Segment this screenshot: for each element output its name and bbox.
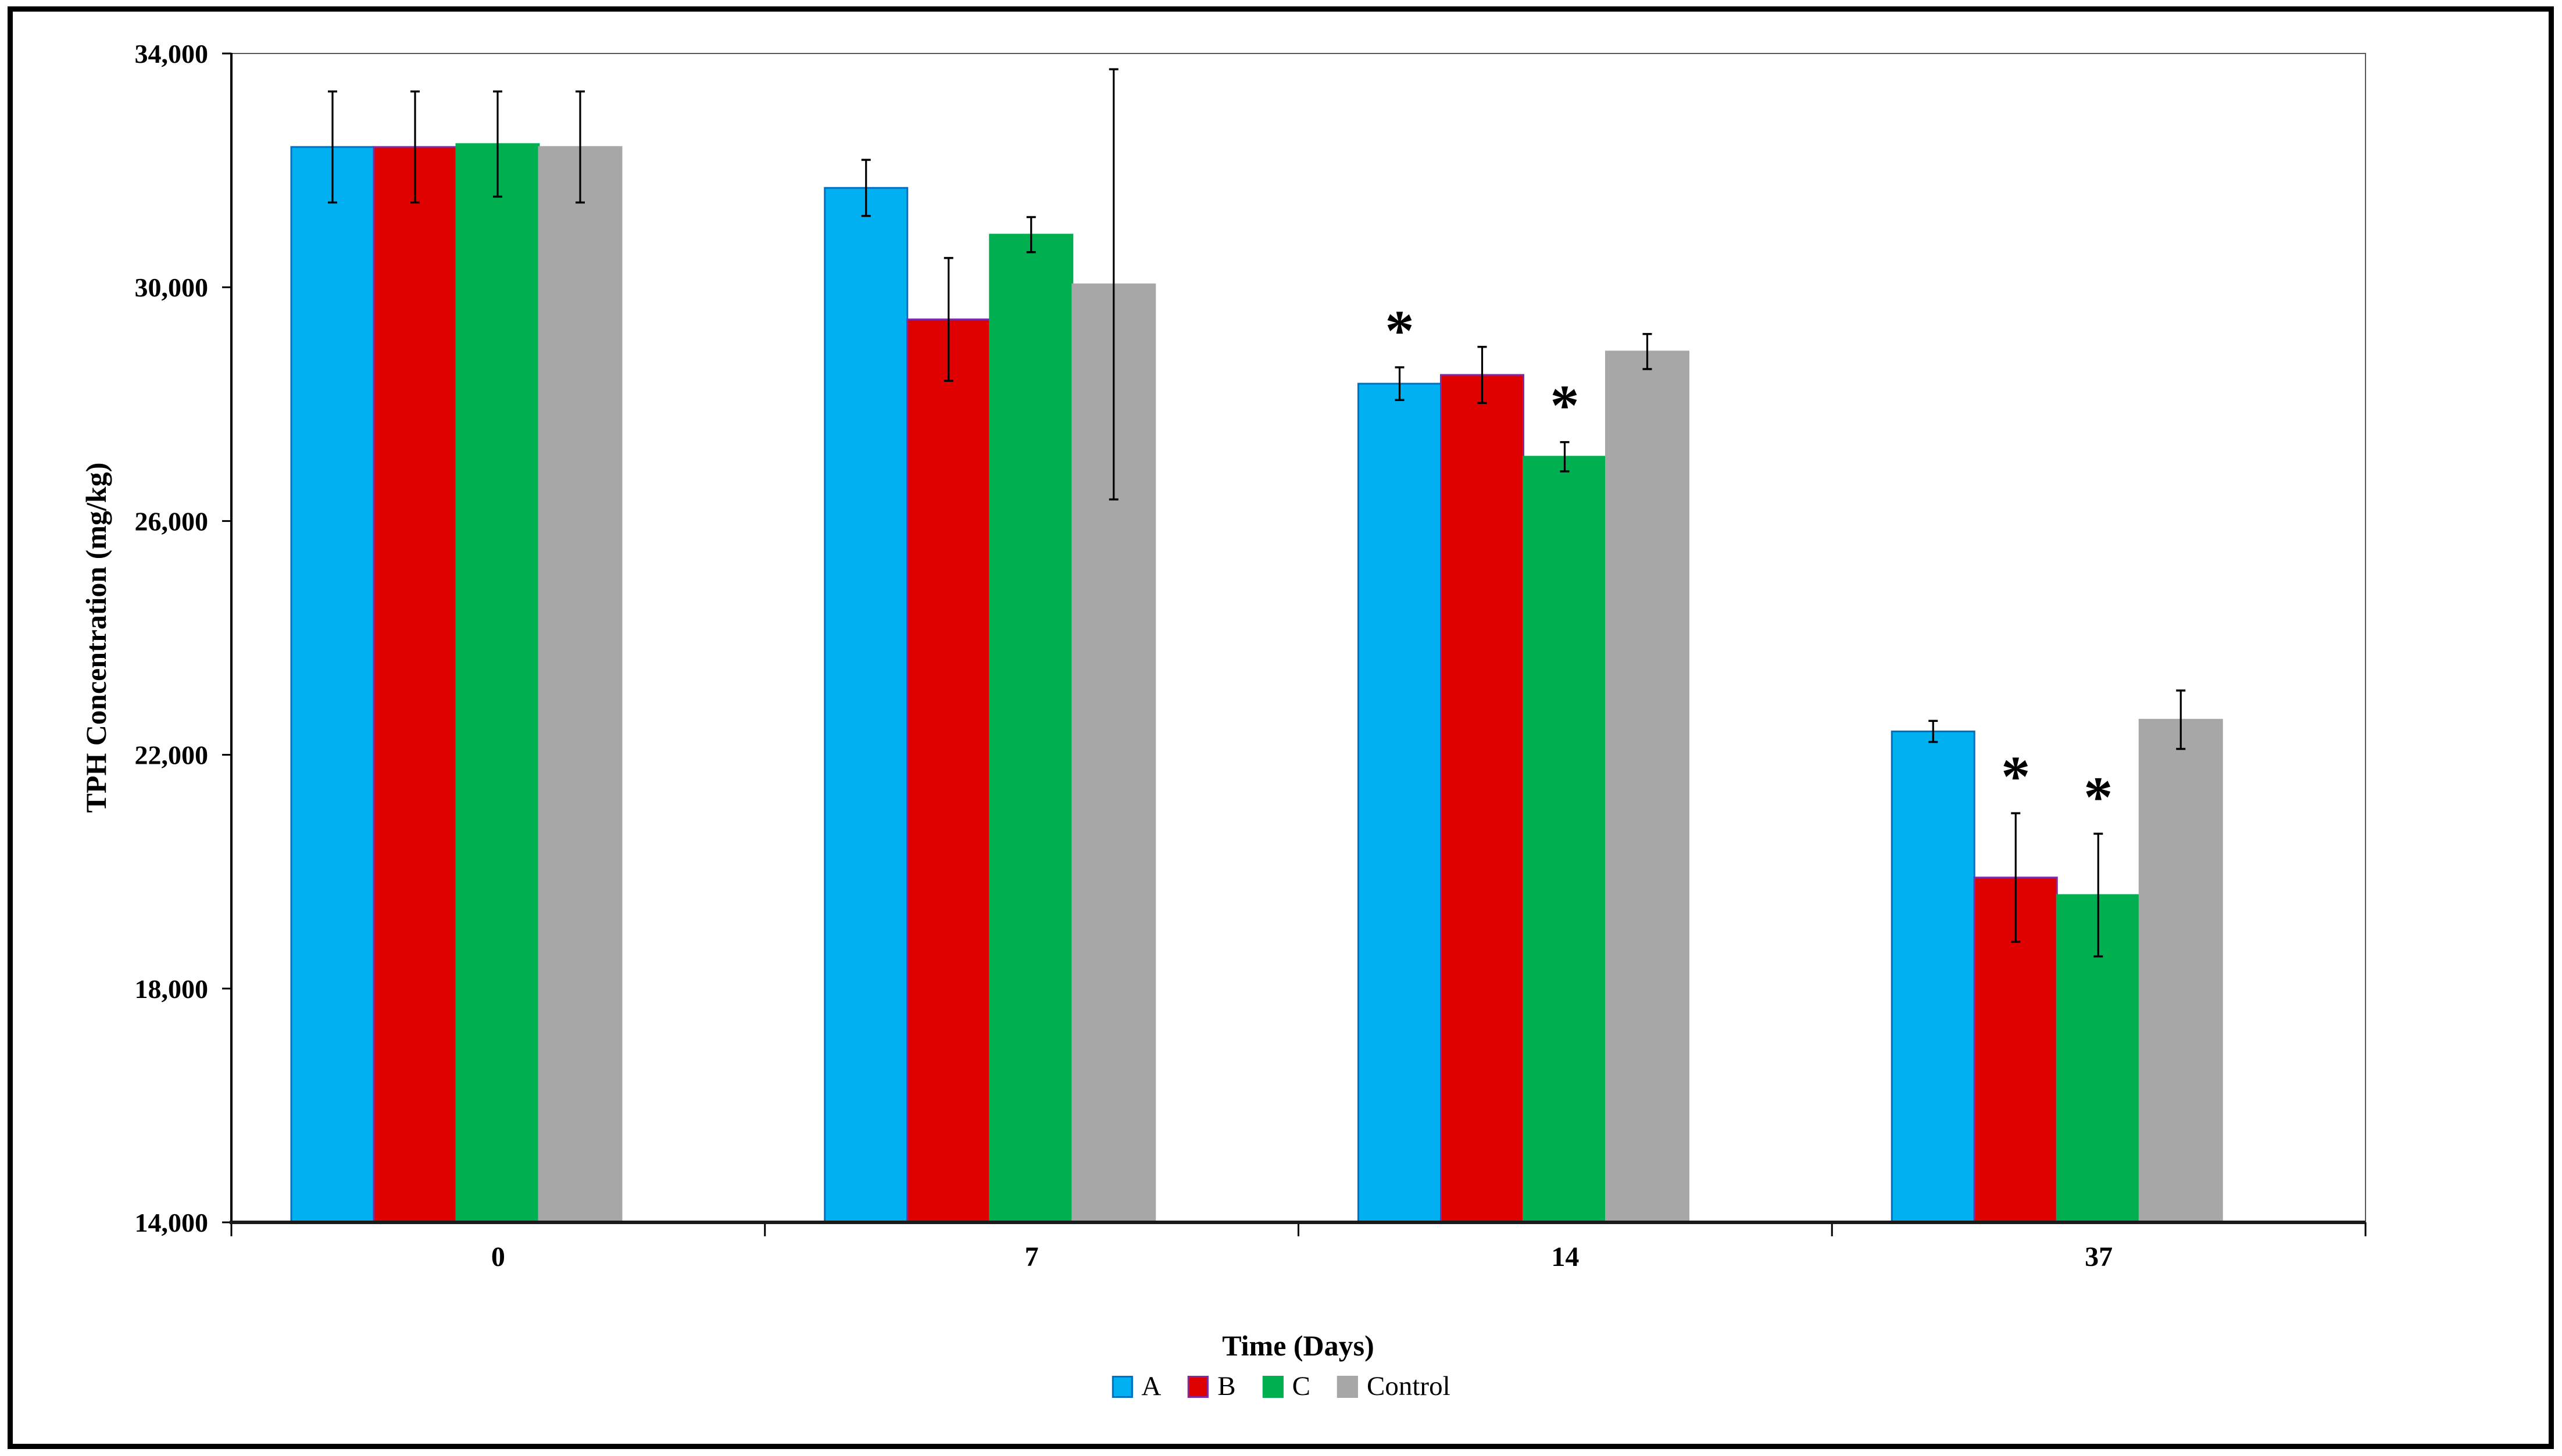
bar-A-day37 xyxy=(1891,730,1975,1224)
legend-label: Control xyxy=(1367,1371,1450,1401)
y-tick-label: 26,000 xyxy=(135,506,209,536)
significance-asterisk: * xyxy=(2001,744,2030,809)
legend-swatch-C xyxy=(1262,1375,1284,1398)
bar-A-day0 xyxy=(290,146,375,1224)
legend-item-Control: Control xyxy=(1337,1373,1450,1400)
y-tick-label: 18,000 xyxy=(135,974,209,1004)
bar-A-day14 xyxy=(1357,382,1442,1224)
y-axis-title: TPH Concentration (mg/kg) xyxy=(80,463,112,813)
x-category-label: 37 xyxy=(2085,1242,2113,1272)
legend-label: C xyxy=(1292,1371,1311,1401)
significance-layer: * * * * xyxy=(1385,298,2113,829)
x-category-label: 14 xyxy=(1551,1242,1579,1272)
significance-asterisk: * xyxy=(1385,298,1414,363)
bar-Control-day0 xyxy=(538,146,623,1224)
legend-item-B: B xyxy=(1188,1371,1236,1401)
bars-layer xyxy=(290,143,2223,1224)
ticks-layer: 14,000 18,000 22,000 26,000 30,000 34,000 0 7 14… xyxy=(135,39,2367,1272)
y-tick-label: 30,000 xyxy=(135,273,209,302)
y-tick-label: 14,000 xyxy=(135,1208,209,1237)
error-bars-layer xyxy=(328,68,2186,958)
x-category-label: 7 xyxy=(1025,1242,1039,1272)
bar-A-day7 xyxy=(824,187,909,1224)
legend-swatch-A xyxy=(1112,1375,1133,1398)
y-tick-label: 22,000 xyxy=(135,740,209,770)
legend: A B C Control xyxy=(1112,1373,1450,1400)
bar-B-day14 xyxy=(1440,374,1524,1224)
legend-label: A xyxy=(1141,1371,1162,1401)
figure-border xyxy=(8,6,2554,1449)
significance-asterisk: * xyxy=(2084,764,2113,829)
legend-swatch-B xyxy=(1188,1375,1209,1398)
bar-B-day7 xyxy=(906,319,991,1224)
x-axis-title: Time (Days) xyxy=(1222,1329,1374,1362)
legend-swatch-Control xyxy=(1337,1375,1359,1398)
bar-C-day0 xyxy=(455,143,540,1224)
y-tick-label: 34,000 xyxy=(135,39,209,69)
legend-item-C: C xyxy=(1262,1371,1311,1401)
bar-Control-day37 xyxy=(2138,718,2223,1224)
bar-C-day14 xyxy=(1523,456,1607,1224)
legend-item-A: A xyxy=(1112,1373,1161,1400)
bar-B-day0 xyxy=(373,146,458,1224)
x-category-label: 0 xyxy=(491,1242,505,1272)
bar-C-day7 xyxy=(989,234,1074,1224)
legend-label: B xyxy=(1217,1371,1236,1401)
significance-asterisk: * xyxy=(1550,373,1580,438)
bar-Control-day14 xyxy=(1605,350,1689,1224)
